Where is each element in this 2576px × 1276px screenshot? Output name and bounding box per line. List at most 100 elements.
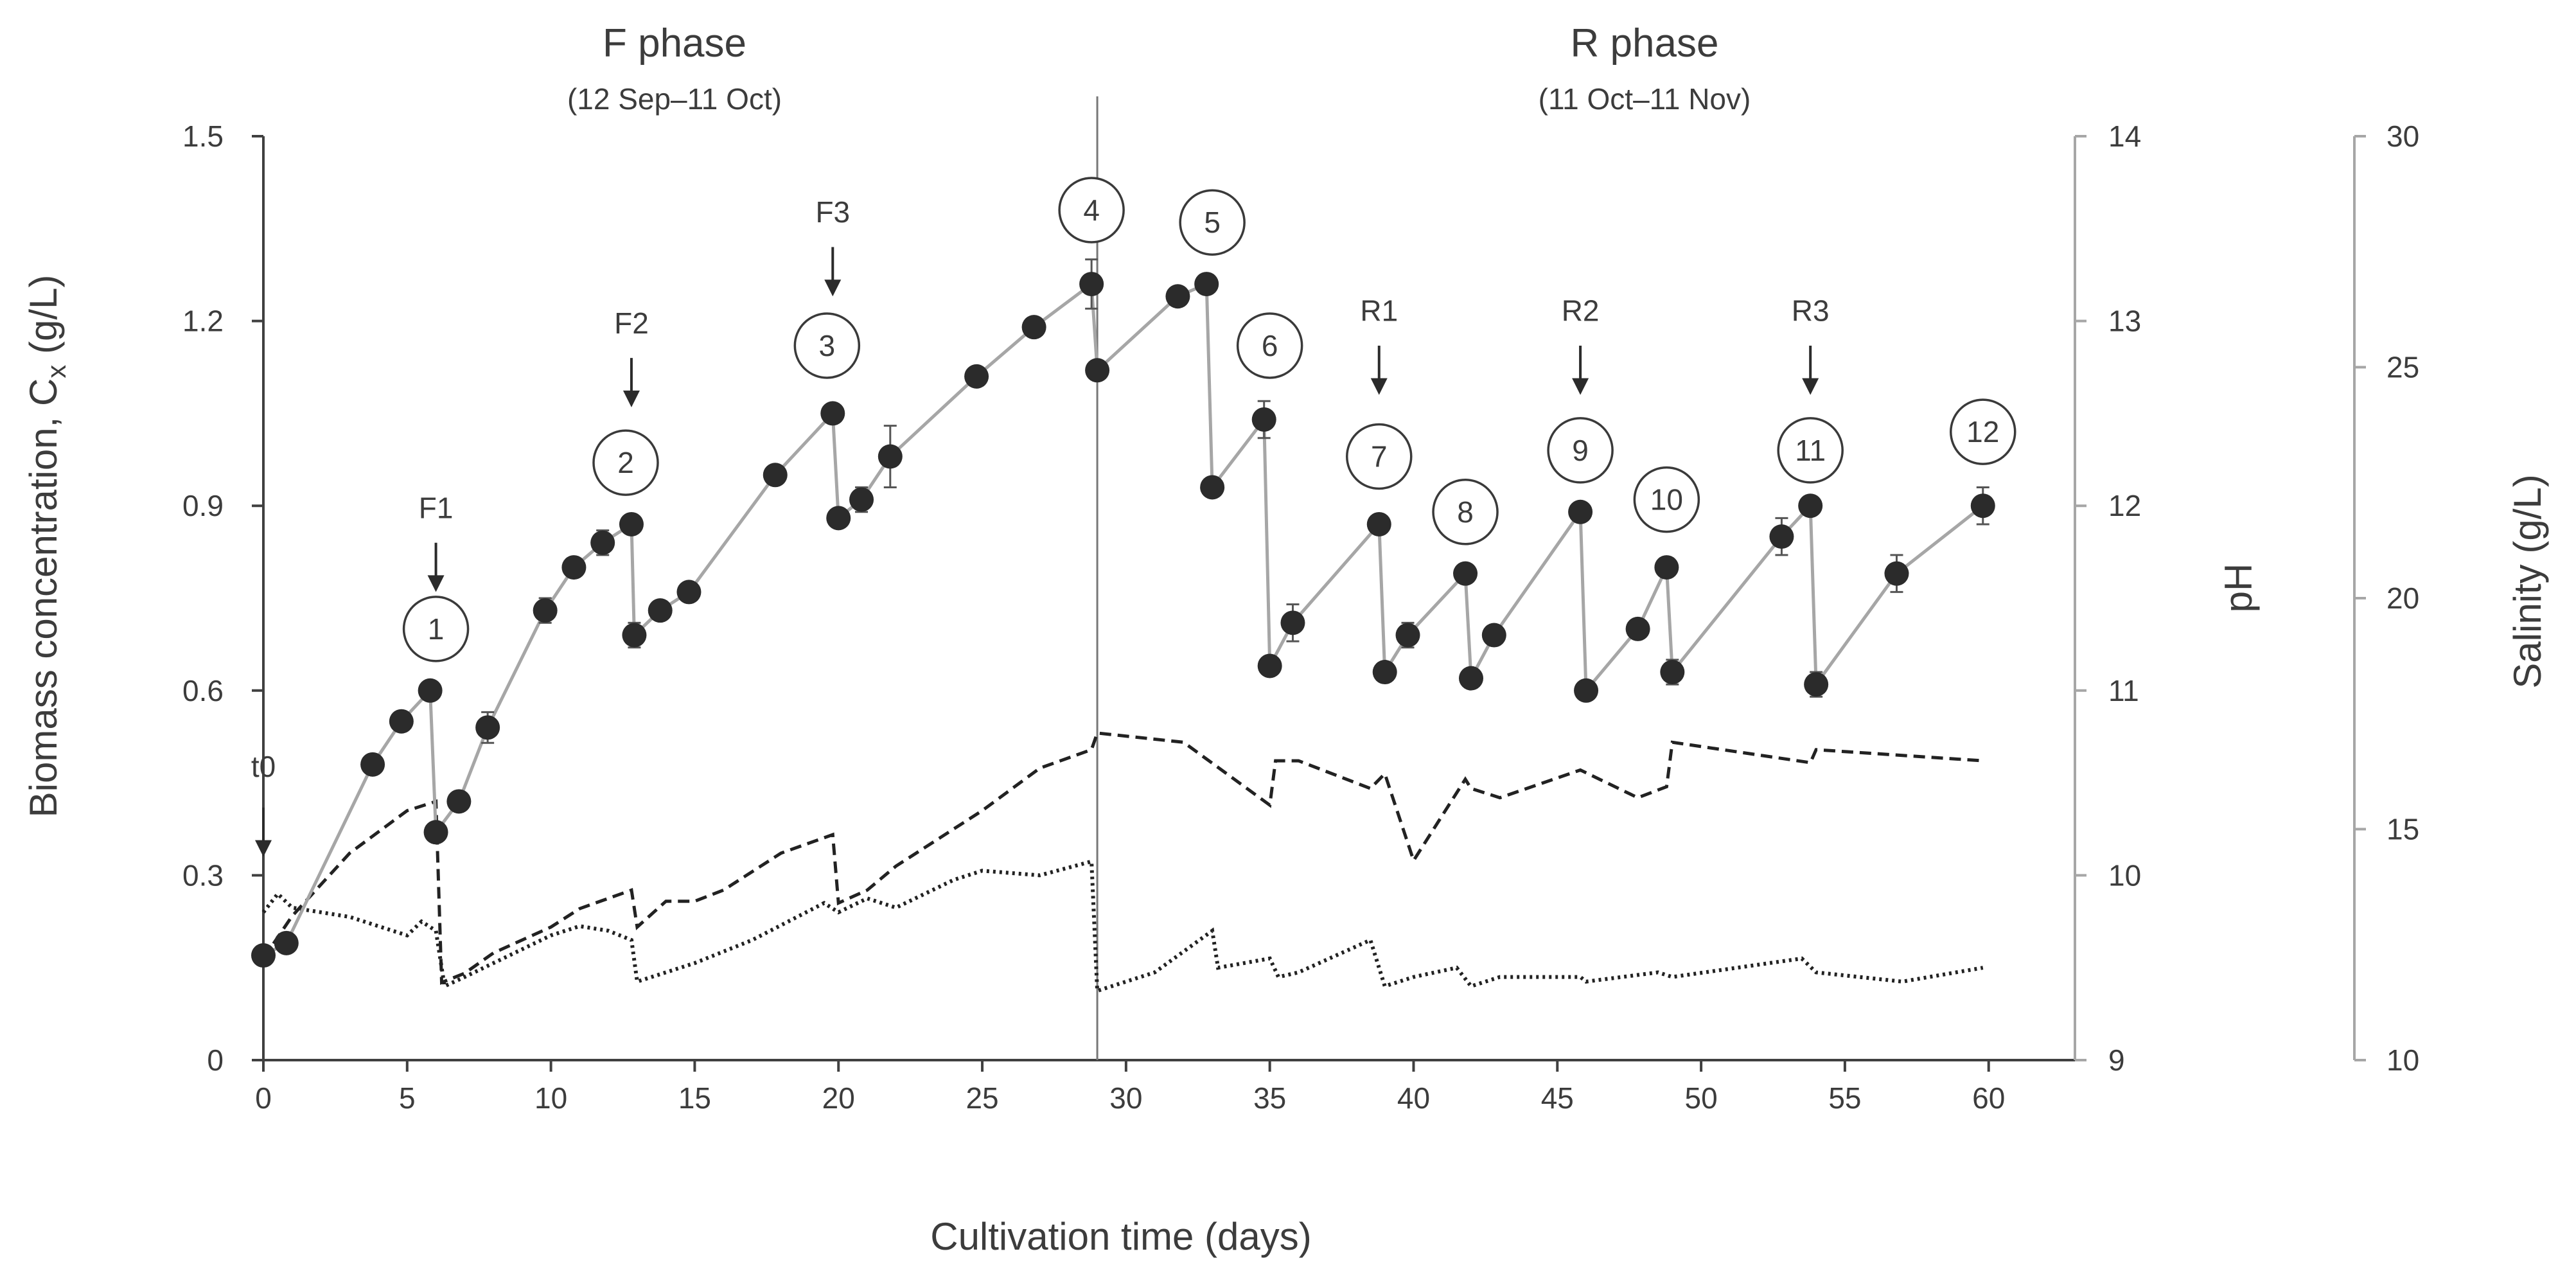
- x-tick-label: 35: [1253, 1081, 1286, 1115]
- harvest-circle: [1432, 479, 1499, 545]
- biomass-point: [1769, 524, 1794, 549]
- event-marker-label: R3: [1792, 294, 1830, 328]
- harvest-label: 10: [1650, 483, 1683, 517]
- biomass-point: [1970, 493, 1995, 518]
- y-axis-title-biomass: Biomass concentration, Cx (g/L): [22, 275, 71, 818]
- biomass-point: [619, 511, 644, 536]
- biomass-point: [1200, 475, 1225, 500]
- event-marker-label: F1: [419, 491, 454, 524]
- axes: 0 5 10 15 20 25 30 35 40 45 50 55 6000.30.60.91.21.5…: [182, 96, 2419, 1115]
- biomass-point: [1568, 499, 1593, 524]
- harvest-label: 6: [1262, 329, 1278, 362]
- biomass-point: [648, 598, 673, 623]
- harvest-label: 7: [1371, 440, 1388, 474]
- event-marker-label: R1: [1360, 294, 1398, 328]
- biomass-point: [251, 943, 276, 968]
- y-tick-label-salinity: 10: [2386, 1043, 2419, 1077]
- y-axis-title-biomass-main: Biomass concentration, C: [22, 378, 65, 818]
- harvest-circle: [1950, 398, 2016, 465]
- biomass-point: [360, 752, 385, 777]
- y-tick-label-ph: 11: [2108, 674, 2139, 707]
- y-tick-label-ph: 13: [2108, 305, 2141, 338]
- salinity-line: [261, 858, 1984, 994]
- x-tick-label: 0: [255, 1081, 272, 1115]
- phase-annotations: F phase (12 Sep–11 Oct) R phase (11 Oct–…: [567, 21, 1751, 116]
- biomass-point: [1251, 407, 1276, 432]
- event-marker-arrow-head: [1802, 378, 1819, 395]
- harvest-circle: [1633, 466, 1700, 533]
- harvest-circle: [793, 312, 861, 379]
- harvest-label: 4: [1083, 193, 1100, 227]
- biomass-point: [1625, 616, 1650, 641]
- harvest-label: 12: [1966, 415, 1999, 448]
- biomass-point: [1366, 511, 1391, 536]
- harvest-label: 1: [428, 612, 445, 646]
- event-marker-label: t0: [251, 750, 276, 783]
- y-tick-label-biomass: 0: [207, 1043, 224, 1077]
- biomass-point: [1798, 493, 1823, 518]
- y-tick-label-biomass: 1.2: [182, 305, 224, 338]
- harvest-circle: [1179, 189, 1246, 256]
- biomass-point: [446, 789, 472, 814]
- biomass-point: [878, 444, 903, 469]
- y-tick-label-biomass: 0.9: [182, 489, 224, 522]
- event-marker-arrow-head: [427, 575, 445, 592]
- y-axis-title-ph: pH: [2217, 563, 2260, 613]
- biomass-series: [251, 258, 1995, 968]
- harvest-circle: [402, 596, 470, 662]
- phase-dates-r: (11 Oct–11 Nov): [1539, 82, 1751, 116]
- event-marker-arrow-head: [1370, 378, 1388, 395]
- biomass-point: [389, 709, 414, 734]
- biomass-point: [533, 598, 558, 623]
- x-tick-label: 50: [1685, 1081, 1718, 1115]
- biomass-point: [274, 930, 299, 955]
- biomass-point: [676, 580, 701, 605]
- x-tick-label: 10: [534, 1081, 567, 1115]
- harvest-label: 8: [1457, 495, 1474, 529]
- harvest-circle: [1777, 417, 1844, 484]
- biomass-point: [826, 506, 851, 531]
- biomass-point: [1165, 284, 1190, 309]
- event-marker-arrow-head: [255, 840, 272, 857]
- y-tick-label-salinity: 20: [2386, 581, 2419, 615]
- biomass-point: [1459, 666, 1483, 691]
- harvest-circle: [1547, 417, 1614, 484]
- biomass-point: [423, 820, 448, 845]
- event-marker-arrow-head: [824, 279, 842, 297]
- biomass-point: [763, 463, 788, 488]
- x-tick-label: 20: [822, 1081, 855, 1115]
- biomass-point: [1372, 660, 1397, 685]
- event-marker-label: F3: [815, 195, 850, 229]
- x-tick-label: 15: [678, 1081, 711, 1115]
- biomass-point: [1804, 672, 1829, 697]
- y-axis-title-biomass-sub: x: [41, 365, 71, 378]
- ph-series: [261, 731, 1983, 985]
- x-tick-label: 55: [1828, 1081, 1861, 1115]
- biomass-point: [590, 530, 615, 555]
- x-tick-label: 25: [966, 1081, 998, 1115]
- event-marker-label: F2: [614, 306, 649, 340]
- biomass-point: [1021, 315, 1046, 340]
- axis-titles: Cultivation time (days) Biomass concentr…: [22, 275, 2549, 1258]
- biomass-point: [418, 678, 443, 703]
- harvest-label: 11: [1795, 434, 1826, 467]
- x-tick-label: 5: [399, 1081, 416, 1115]
- biomass-point: [1257, 653, 1282, 678]
- salinity-series: [261, 858, 1984, 994]
- harvest-circle: [1058, 177, 1125, 244]
- biomass-point: [561, 555, 587, 580]
- event-marker-arrow-head: [622, 390, 640, 407]
- y-tick-label-ph: 12: [2108, 489, 2141, 522]
- biomass-point: [1085, 358, 1110, 383]
- y-axis-title-salinity: Salinity (g/L): [2506, 474, 2549, 688]
- event-marker-label: R2: [1562, 294, 1600, 328]
- biomass-point: [1453, 561, 1478, 586]
- y-tick-label-ph: 10: [2108, 858, 2141, 892]
- y-tick-label-biomass: 0.6: [182, 674, 224, 707]
- biomass-point: [1395, 623, 1420, 648]
- phase-title-r: R phase: [1571, 21, 1719, 66]
- ph-line: [261, 731, 1983, 985]
- biomass-point: [1654, 555, 1679, 580]
